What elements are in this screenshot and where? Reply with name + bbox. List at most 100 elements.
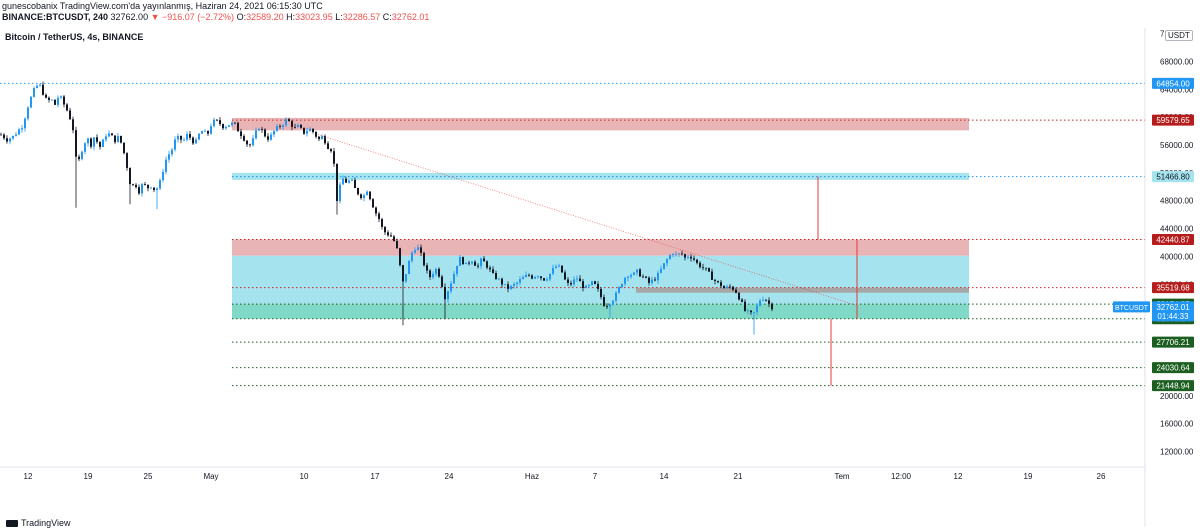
candle-body xyxy=(249,144,251,146)
symbol-timeframe: BINANCE:BTCUSDT, 240 xyxy=(2,12,109,22)
drawings xyxy=(317,134,859,386)
candle-body xyxy=(237,122,239,132)
candle-body xyxy=(375,207,377,214)
brand-watermark[interactable]: TradingView xyxy=(6,518,71,528)
candle-body xyxy=(336,163,338,201)
candle-body xyxy=(507,284,509,289)
candle-body xyxy=(126,153,128,168)
candle-body xyxy=(525,274,527,278)
candle-body xyxy=(63,96,65,105)
x-tick-label: Tem xyxy=(834,472,849,481)
last-price-symbol: BTCUSDT xyxy=(1115,305,1149,312)
price-level-label: 64854.00 xyxy=(1156,79,1190,88)
candle-body xyxy=(600,288,602,297)
candle-body xyxy=(204,130,206,132)
candle-body xyxy=(474,261,476,266)
candle-body xyxy=(69,110,71,120)
candle-body xyxy=(240,131,242,137)
candle-body xyxy=(276,126,278,131)
currency-badge[interactable]: USDT xyxy=(1165,30,1193,41)
candle-body xyxy=(462,257,464,265)
price-level-badge xyxy=(1152,171,1194,183)
candle-body xyxy=(345,178,347,183)
time-axis[interactable]: 12 19 25 May 10 17 24 Haz 7 14 21 Tem 12:00 12 19 26 xyxy=(24,472,1106,481)
candle-body xyxy=(42,84,44,95)
candle-body xyxy=(369,191,371,200)
candle-body xyxy=(450,283,452,292)
price-level-lines xyxy=(0,82,1145,387)
candle-body xyxy=(615,292,617,301)
y-tick-label: 40000.00 xyxy=(1160,252,1194,261)
candle-body xyxy=(552,268,554,274)
candle-body xyxy=(414,250,416,253)
candle-body xyxy=(504,284,506,286)
candle-body xyxy=(363,195,365,199)
candle-body xyxy=(246,140,248,145)
candle-body xyxy=(93,137,95,147)
candle-body xyxy=(687,256,689,258)
candle-body xyxy=(210,126,212,134)
x-tick-label: 17 xyxy=(371,472,380,481)
x-tick-label: 12 xyxy=(24,472,33,481)
y-tick-label: 48000.00 xyxy=(1160,197,1194,206)
x-tick-label: 12:00 xyxy=(891,472,912,481)
candle-body xyxy=(87,138,89,144)
tradingview-logo-icon xyxy=(6,520,18,528)
price-level-badge xyxy=(1152,282,1194,294)
y-tick-label: 44000.00 xyxy=(1160,225,1194,234)
candle-body xyxy=(453,274,455,284)
candle-body xyxy=(195,139,197,144)
candle-body xyxy=(594,281,596,284)
price-level-label: 35519.68 xyxy=(1156,284,1190,293)
candle-body xyxy=(639,269,641,277)
candle-body xyxy=(261,128,263,130)
candle-body xyxy=(411,252,413,261)
candle-body xyxy=(636,269,638,273)
candle-body xyxy=(225,126,227,129)
symbol-title[interactable]: Bitcoin / TetherUS, 4s, BINANCE xyxy=(5,32,144,42)
candle-body xyxy=(66,104,68,111)
candle-body xyxy=(597,283,599,289)
candle-body xyxy=(705,267,707,269)
candle-body xyxy=(315,131,317,137)
close-label: C: xyxy=(382,12,392,22)
candle-body xyxy=(420,247,422,253)
candle-body xyxy=(546,279,548,281)
candle-body xyxy=(756,305,758,313)
candle-body xyxy=(717,280,719,283)
candle-body xyxy=(351,179,353,181)
candle-body xyxy=(651,279,653,283)
candle-body xyxy=(222,124,224,129)
y-tick-label: 68000.00 xyxy=(1160,57,1194,66)
candle-body xyxy=(555,266,557,269)
x-tick-label: 25 xyxy=(144,472,153,481)
candle-body xyxy=(150,187,152,189)
candle-body xyxy=(30,96,32,108)
candle-body xyxy=(558,265,560,267)
candle-body xyxy=(384,226,386,233)
candle-body xyxy=(366,191,368,196)
price-level-label: 27706.21 xyxy=(1156,338,1190,347)
candle-body xyxy=(141,184,143,194)
open-label: O: xyxy=(236,12,247,22)
candle-body xyxy=(429,270,431,278)
open-value: 32589.20 xyxy=(246,12,284,22)
candle-body xyxy=(60,96,62,98)
candle-body xyxy=(738,292,740,300)
high-value: 33023.95 xyxy=(295,12,333,22)
candle-body xyxy=(354,179,356,189)
candle-body xyxy=(540,276,542,279)
candle-body xyxy=(729,286,731,288)
price-level-label: 42440.87 xyxy=(1156,235,1190,244)
candle-body xyxy=(255,130,257,139)
candle-body xyxy=(759,300,761,306)
candle-body xyxy=(408,260,410,275)
candle-body xyxy=(201,131,203,134)
candle-body xyxy=(357,188,359,195)
candle-body xyxy=(273,130,275,135)
candle-body xyxy=(564,272,566,280)
candle-body xyxy=(447,291,449,300)
candle-body xyxy=(231,122,233,126)
countdown-label: 01:44:33 xyxy=(1157,312,1189,321)
